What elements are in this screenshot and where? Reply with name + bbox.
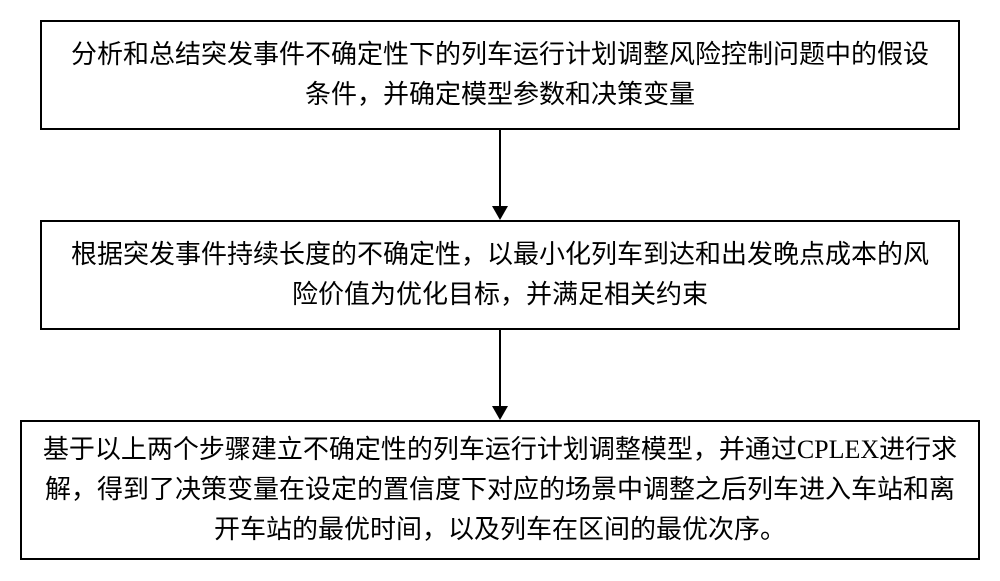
flowchart-arrow-1-head: [492, 206, 508, 220]
flowchart-canvas: 分析和总结突发事件不确定性下的列车运行计划调整风险控制问题中的假设条件，并确定模…: [0, 0, 1000, 581]
flowchart-node-step3-text: 基于以上两个步骤建立不确定性的列车运行计划调整模型，并通过CPLEX进行求解，得…: [40, 430, 960, 551]
flowchart-node-step1-text: 分析和总结突发事件不确定性下的列车运行计划调整风险控制问题中的假设条件，并确定模…: [60, 35, 940, 116]
flowchart-node-step2-text: 根据突发事件持续长度的不确定性，以最小化列车到达和出发晚点成本的风险价值为优化目…: [60, 235, 940, 316]
flowchart-arrow-2-shaft: [499, 330, 501, 406]
flowchart-node-step1: 分析和总结突发事件不确定性下的列车运行计划调整风险控制问题中的假设条件，并确定模…: [40, 20, 960, 130]
flowchart-node-step2: 根据突发事件持续长度的不确定性，以最小化列车到达和出发晚点成本的风险价值为优化目…: [40, 220, 960, 330]
flowchart-arrow-2-head: [492, 406, 508, 420]
flowchart-arrow-1-shaft: [499, 130, 501, 206]
flowchart-node-step3: 基于以上两个步骤建立不确定性的列车运行计划调整模型，并通过CPLEX进行求解，得…: [20, 420, 980, 560]
